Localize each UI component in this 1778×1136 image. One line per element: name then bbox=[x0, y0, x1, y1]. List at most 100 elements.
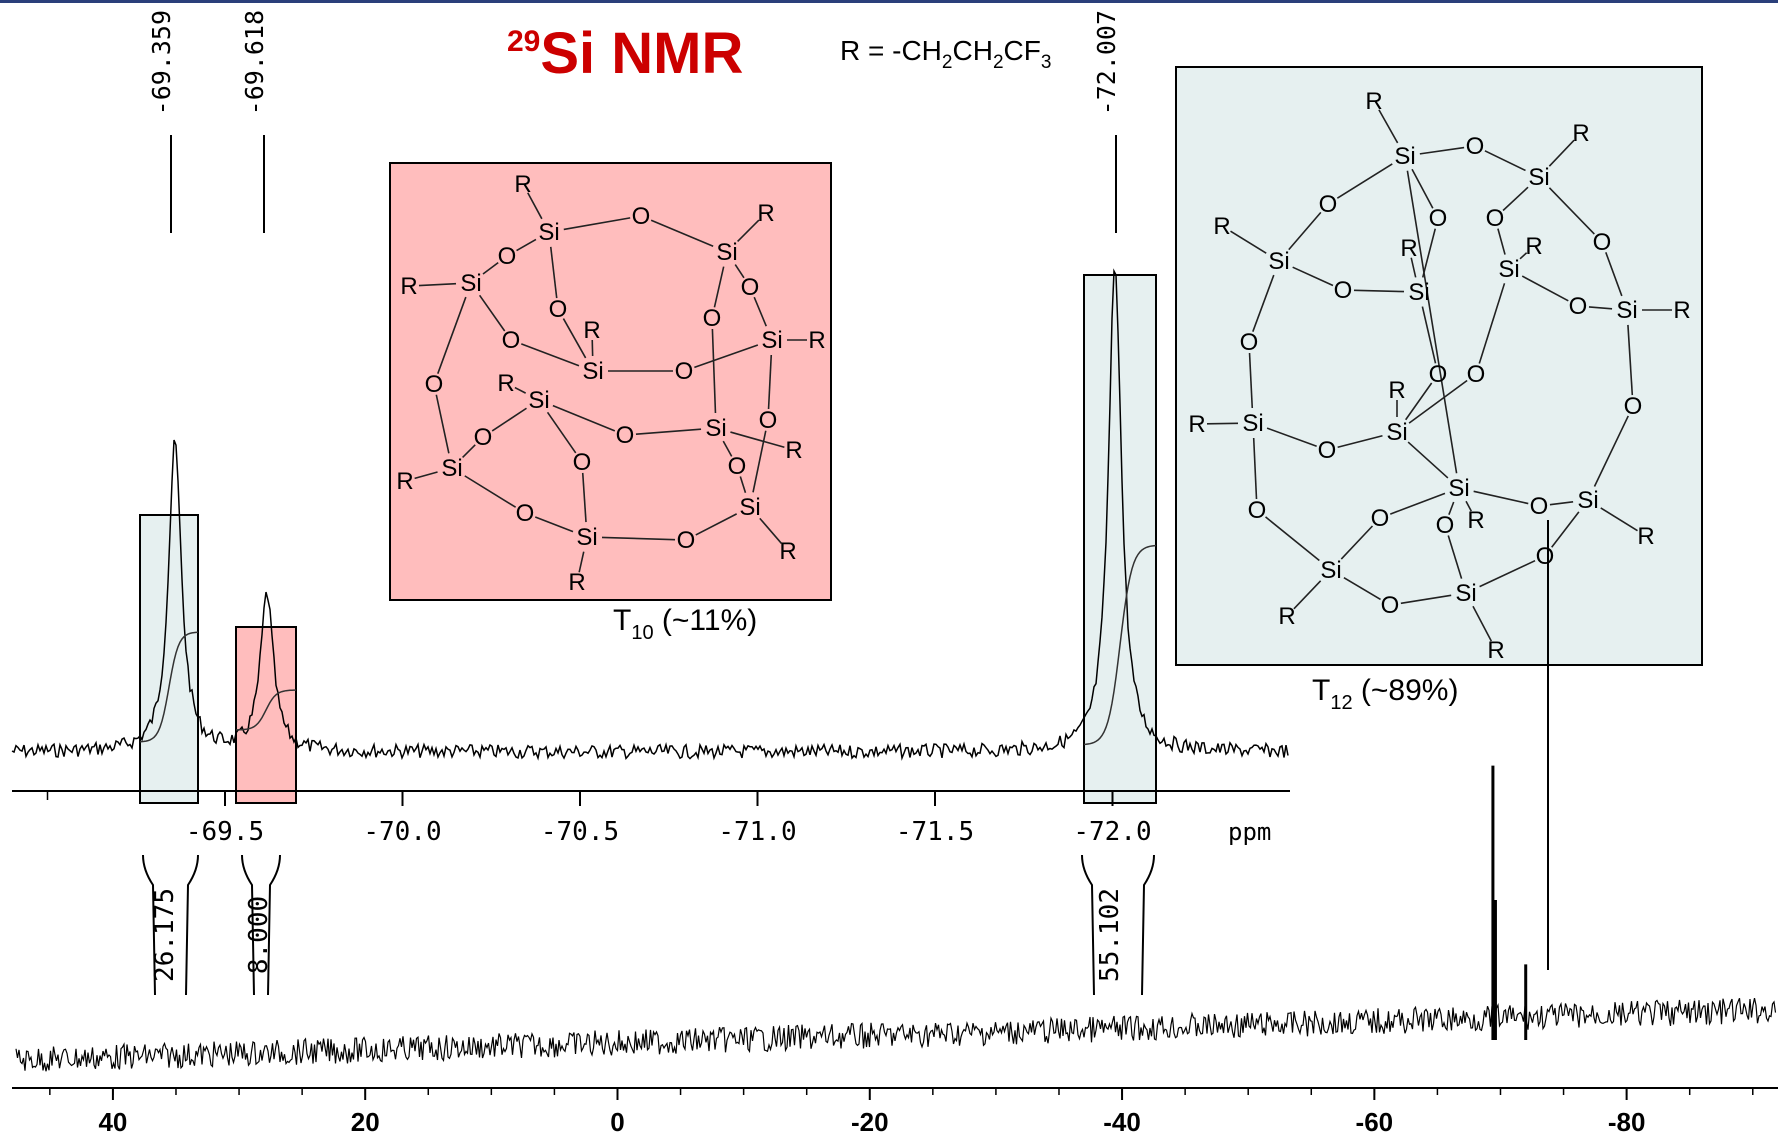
atom-o: O bbox=[1467, 361, 1486, 388]
atom-o: O bbox=[1334, 277, 1353, 304]
expanded-tick-label: -70.5 bbox=[541, 817, 619, 847]
bond bbox=[1292, 266, 1334, 287]
bond bbox=[1447, 535, 1463, 579]
bond bbox=[1230, 230, 1267, 254]
atom-si: Si bbox=[1268, 248, 1289, 275]
atom-o: O bbox=[728, 453, 747, 480]
integral-value: 26.175 bbox=[150, 888, 180, 982]
atom-si: Si bbox=[460, 270, 481, 297]
bond bbox=[437, 296, 467, 374]
bond bbox=[1410, 257, 1417, 278]
full-tick-label: 0 bbox=[610, 1107, 624, 1136]
atom-r: R bbox=[808, 327, 825, 354]
atom-o: O bbox=[741, 274, 760, 301]
full-spectrum: 40 20 0 -20 -40 -60 -80 bbox=[12, 520, 1778, 1136]
bond bbox=[759, 517, 783, 544]
integral-value: 55.102 bbox=[1095, 888, 1125, 982]
peak-labels: -69.359 -69.618 -72.007 bbox=[147, 10, 1121, 233]
atom-r: R bbox=[396, 468, 413, 495]
bond bbox=[1627, 324, 1634, 396]
bond bbox=[1248, 352, 1254, 409]
bond bbox=[734, 264, 745, 279]
atom-si: Si bbox=[576, 524, 597, 551]
integral-bracket-right bbox=[185, 854, 199, 996]
atom-o: O bbox=[498, 243, 517, 270]
bond bbox=[1421, 228, 1437, 278]
full-tick-label: -20 bbox=[851, 1107, 889, 1136]
atom-si: Si bbox=[1242, 410, 1263, 437]
integral-curve bbox=[236, 689, 296, 731]
expanded-spectrum-line bbox=[11, 268, 1289, 761]
bond bbox=[767, 354, 773, 410]
bond bbox=[491, 407, 527, 432]
bond bbox=[1400, 594, 1452, 605]
integral-bracket-left bbox=[142, 854, 156, 996]
bond bbox=[1252, 274, 1275, 332]
bond bbox=[1479, 559, 1536, 588]
atom-r: R bbox=[497, 370, 514, 397]
atom-o: O bbox=[1371, 505, 1390, 532]
bond bbox=[414, 471, 438, 480]
top-rule bbox=[0, 0, 1778, 3]
atom-o: O bbox=[1530, 493, 1549, 520]
bond bbox=[464, 475, 517, 508]
bond bbox=[521, 343, 580, 367]
full-tick-label: -80 bbox=[1608, 1107, 1646, 1136]
bond bbox=[1288, 211, 1322, 251]
atom-si: Si bbox=[761, 327, 782, 354]
bond bbox=[1419, 146, 1465, 155]
atom-o: O bbox=[616, 422, 635, 449]
atom-o: O bbox=[1318, 437, 1337, 464]
bond bbox=[1343, 576, 1381, 601]
atom-r: R bbox=[1388, 377, 1405, 404]
atom-o: O bbox=[1624, 393, 1643, 420]
bond bbox=[563, 217, 631, 231]
bond bbox=[713, 266, 725, 308]
bond bbox=[1549, 501, 1574, 506]
atom-o: O bbox=[1466, 133, 1485, 160]
t10-label: T10 (~11%) bbox=[613, 604, 757, 644]
full-spectrum-line bbox=[15, 997, 1777, 1072]
atom-o: O bbox=[677, 527, 696, 554]
atom-o: O bbox=[1429, 205, 1448, 232]
bond bbox=[562, 318, 587, 359]
atom-si: Si bbox=[1408, 279, 1429, 306]
expanded-tick-label: -71.5 bbox=[896, 817, 974, 847]
integral-bracket-right bbox=[1141, 854, 1155, 996]
bond bbox=[695, 513, 738, 536]
atom-si: Si bbox=[1448, 475, 1469, 502]
integral-curve bbox=[1083, 544, 1157, 746]
bond bbox=[711, 328, 717, 414]
atom-o: O bbox=[1486, 205, 1505, 232]
atom-o: O bbox=[1248, 497, 1267, 524]
atom-o: O bbox=[502, 327, 521, 354]
bond bbox=[1252, 437, 1258, 500]
atom-o: O bbox=[1569, 293, 1588, 320]
full-tick-label: -60 bbox=[1356, 1107, 1394, 1136]
atom-o: O bbox=[425, 371, 444, 398]
integral-value: 8.000 bbox=[244, 896, 274, 974]
bond bbox=[1265, 516, 1320, 562]
bond bbox=[1406, 170, 1458, 474]
atom-r: R bbox=[1365, 88, 1382, 115]
bond bbox=[1421, 306, 1437, 364]
atom-o: O bbox=[474, 424, 493, 451]
bond bbox=[1484, 150, 1526, 172]
bond bbox=[1502, 186, 1529, 212]
atom-r: R bbox=[785, 437, 802, 464]
atom-r: R bbox=[1213, 213, 1230, 240]
atom-r: R bbox=[1637, 523, 1654, 550]
bond bbox=[650, 219, 714, 247]
bond bbox=[578, 551, 585, 573]
bond bbox=[1340, 525, 1374, 560]
atom-si: Si bbox=[705, 415, 726, 442]
bond bbox=[1337, 434, 1383, 449]
bond bbox=[1593, 415, 1629, 487]
atom-o: O bbox=[549, 296, 568, 323]
bond bbox=[722, 440, 733, 457]
bond bbox=[552, 404, 616, 432]
atom-si: Si bbox=[1455, 580, 1476, 607]
